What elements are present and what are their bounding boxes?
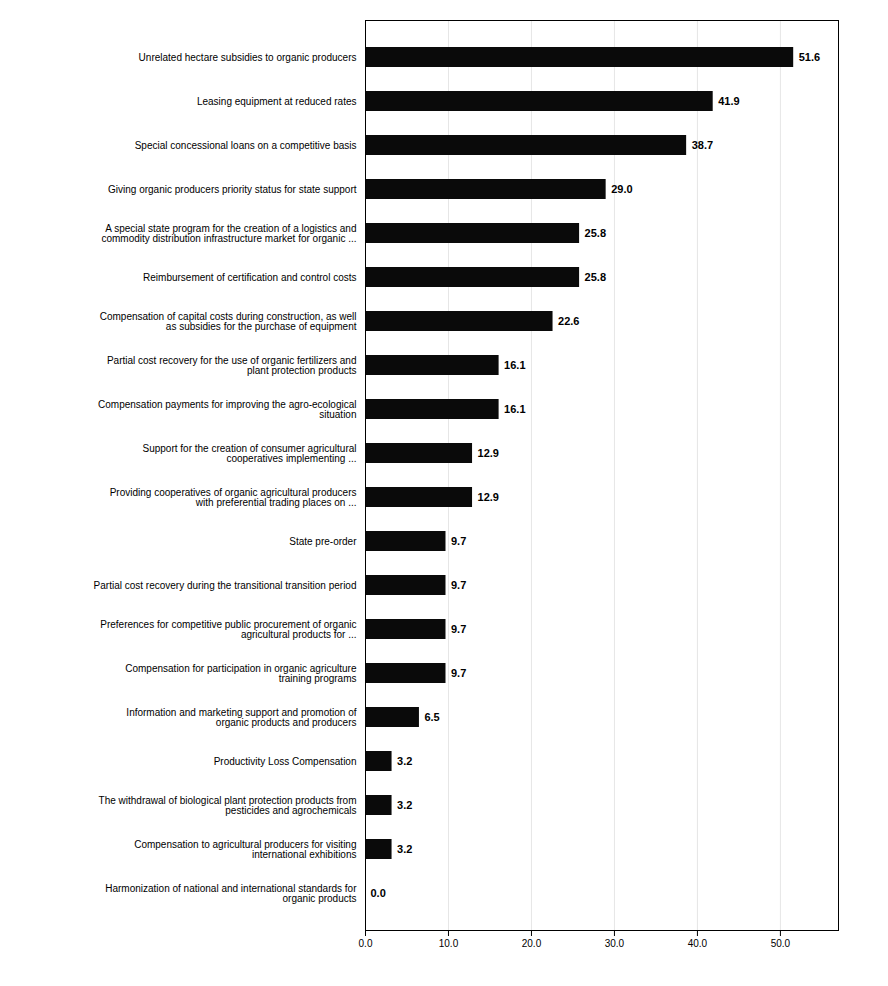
svg-text:29.0: 29.0 — [611, 183, 632, 195]
svg-text:Information and marketing supp: Information and marketing support and pr… — [126, 707, 356, 728]
svg-text:22.6: 22.6 — [558, 315, 579, 327]
svg-text:25.8: 25.8 — [585, 271, 606, 283]
svg-text:40.0: 40.0 — [688, 938, 708, 949]
svg-text:3.2: 3.2 — [397, 799, 412, 811]
svg-text:6.5: 6.5 — [424, 711, 439, 723]
svg-text:12.9: 12.9 — [478, 491, 499, 503]
svg-text:Giving organic producers prior: Giving organic producers priority status… — [108, 184, 357, 195]
svg-text:9.7: 9.7 — [451, 535, 466, 547]
svg-text:0.0: 0.0 — [359, 938, 373, 949]
svg-text:9.7: 9.7 — [451, 579, 466, 591]
svg-text:Partial cost recovery during t: Partial cost recovery during the transit… — [94, 580, 357, 591]
svg-text:Special concessional loans on: Special concessional loans on a competit… — [135, 140, 357, 151]
svg-text:9.7: 9.7 — [451, 623, 466, 635]
svg-text:50.0: 50.0 — [771, 938, 791, 949]
svg-text:41.9: 41.9 — [718, 95, 739, 107]
svg-text:16.1: 16.1 — [504, 403, 525, 415]
svg-text:Unrelated hectare subsidies to: Unrelated hectare subsidies to organic p… — [139, 52, 357, 63]
svg-text:Compensation payments for impr: Compensation payments for improving the … — [98, 399, 356, 420]
svg-text:A special state program for th: A special state program for the creation… — [101, 223, 356, 244]
svg-text:Compensation to agricultural p: Compensation to agricultural producers f… — [134, 839, 356, 860]
svg-text:Productivity Loss Compensation: Productivity Loss Compensation — [214, 756, 357, 767]
svg-text:Preferences for competitive pu: Preferences for competitive public procu… — [100, 619, 356, 640]
svg-text:State pre-order: State pre-order — [289, 536, 357, 547]
svg-text:Harmonization of national and: Harmonization of national and internatio… — [105, 883, 357, 904]
svg-text:Leasing equipment at reduced r: Leasing equipment at reduced rates — [197, 96, 357, 107]
svg-text:38.7: 38.7 — [692, 139, 713, 151]
svg-text:12.9: 12.9 — [478, 447, 499, 459]
svg-text:51.6: 51.6 — [799, 51, 820, 63]
svg-text:30.0: 30.0 — [605, 938, 625, 949]
svg-text:10.0: 10.0 — [439, 938, 459, 949]
svg-text:3.2: 3.2 — [397, 843, 412, 855]
svg-text:The withdrawal of biological p: The withdrawal of biological plant prote… — [99, 795, 357, 816]
svg-text:Providing cooperatives of orga: Providing cooperatives of organic agricu… — [110, 487, 357, 508]
svg-text:16.1: 16.1 — [504, 359, 525, 371]
svg-text:Reimbursement of certification: Reimbursement of certification and contr… — [143, 272, 356, 283]
svg-text:9.7: 9.7 — [451, 667, 466, 679]
svg-text:0.0: 0.0 — [371, 887, 386, 899]
svg-text:3.2: 3.2 — [397, 755, 412, 767]
svg-text:Partial cost recovery for the: Partial cost recovery for the use of org… — [107, 355, 357, 376]
svg-text:20.0: 20.0 — [522, 938, 542, 949]
svg-text:Compensation for participation: Compensation for participation in organi… — [125, 663, 357, 684]
svg-text:Support for the creation of co: Support for the creation of consumer agr… — [143, 443, 357, 464]
svg-text:25.8: 25.8 — [585, 227, 606, 239]
svg-text:Compensation of capital costs: Compensation of capital costs during con… — [100, 311, 357, 332]
